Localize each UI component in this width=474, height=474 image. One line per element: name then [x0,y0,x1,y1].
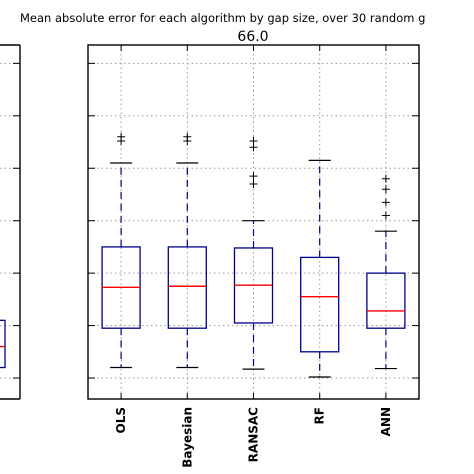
outlier-marker [381,211,390,220]
plot-frame [87,44,420,400]
box-ols [101,132,141,369]
figure-suptitle: Mean absolute error for each algorithm b… [20,11,425,25]
left-panel-box [0,319,6,369]
x-tick-labels: OLS Bayesian RANSAC RF ANN [114,407,393,468]
x-tick-label: RANSAC [247,407,261,463]
box-ann [366,174,406,370]
box-ransac [233,136,274,370]
outlier-marker [381,198,390,207]
box-series [101,132,406,378]
outlier-marker [249,172,258,181]
outlier-marker [183,132,192,141]
outlier-marker [381,174,390,183]
chart-title: 66.0 [237,29,268,45]
box-iqr [167,246,207,329]
box-rf [300,159,340,378]
box-iqr [366,272,406,329]
x-tick-label: RF [313,407,327,424]
outlier-marker [381,185,390,194]
axis-ticks [88,45,419,399]
outlier-marker [117,132,126,141]
outlier-marker [249,179,258,188]
x-tick-label: Bayesian [180,407,194,468]
box-bayesian [167,132,207,369]
left-panel-partial [0,44,21,400]
box-iqr [300,256,340,353]
grid-lines [88,45,419,399]
outlier-marker [249,136,258,145]
main-plot-area: OLS Bayesian RANSAC RF ANN [87,44,420,468]
x-tick-label: ANN [379,407,393,436]
x-tick-label: OLS [114,407,128,434]
